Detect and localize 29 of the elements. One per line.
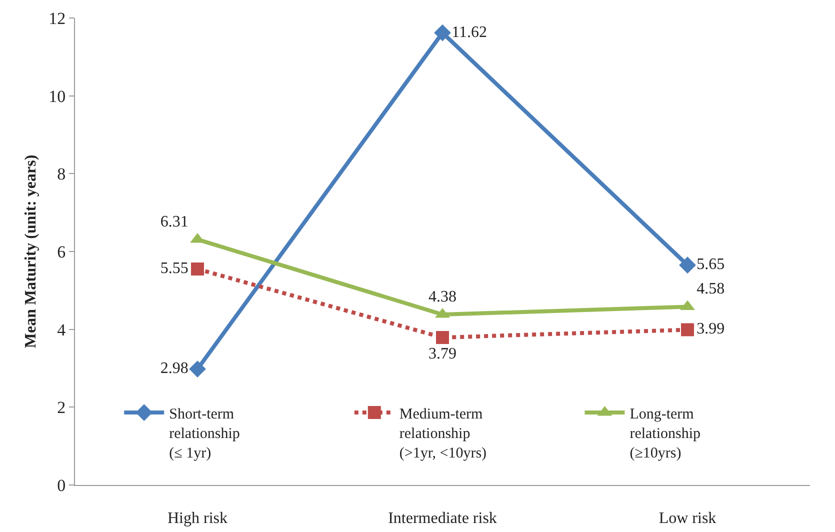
legend-label: Short-term relationship (≤ 1yr) bbox=[169, 406, 240, 462]
point bbox=[436, 331, 449, 344]
data-label: 4.58 bbox=[696, 280, 725, 298]
y-tick-label: 2 bbox=[57, 398, 66, 418]
point bbox=[434, 24, 451, 42]
legend-label: Long-term relationship (≥10yrs) bbox=[630, 406, 701, 462]
y-tick-label: 10 bbox=[48, 86, 66, 106]
point bbox=[681, 323, 694, 336]
data-label: 4.38 bbox=[428, 288, 456, 306]
data-label: 3.79 bbox=[428, 346, 456, 363]
y-tick-label: 8 bbox=[57, 164, 66, 184]
point bbox=[191, 262, 204, 276]
y-tick-label: 6 bbox=[57, 242, 66, 262]
data-label: 5.55 bbox=[160, 260, 188, 278]
y-axis-title: Mean Maturity (unit: years) bbox=[22, 154, 40, 348]
y-tick-label: 0 bbox=[57, 476, 66, 495]
data-label: 5.65 bbox=[696, 256, 725, 274]
legend-label: Medium-term relationship (>1yr, <10yrs) bbox=[399, 406, 487, 462]
data-label: 3.99 bbox=[696, 320, 725, 338]
y-tick-label: 12 bbox=[48, 8, 66, 28]
x-tick-label: Intermediate risk bbox=[388, 510, 497, 528]
x-tick-label: Low risk bbox=[658, 510, 716, 528]
x-tick-label: High risk bbox=[168, 510, 228, 528]
data-label: 11.62 bbox=[452, 24, 488, 41]
data-label: 6.31 bbox=[160, 213, 188, 230]
point bbox=[679, 256, 696, 274]
data-label: 2.98 bbox=[160, 360, 188, 378]
point bbox=[189, 360, 206, 378]
y-tick-label: 4 bbox=[57, 320, 66, 340]
